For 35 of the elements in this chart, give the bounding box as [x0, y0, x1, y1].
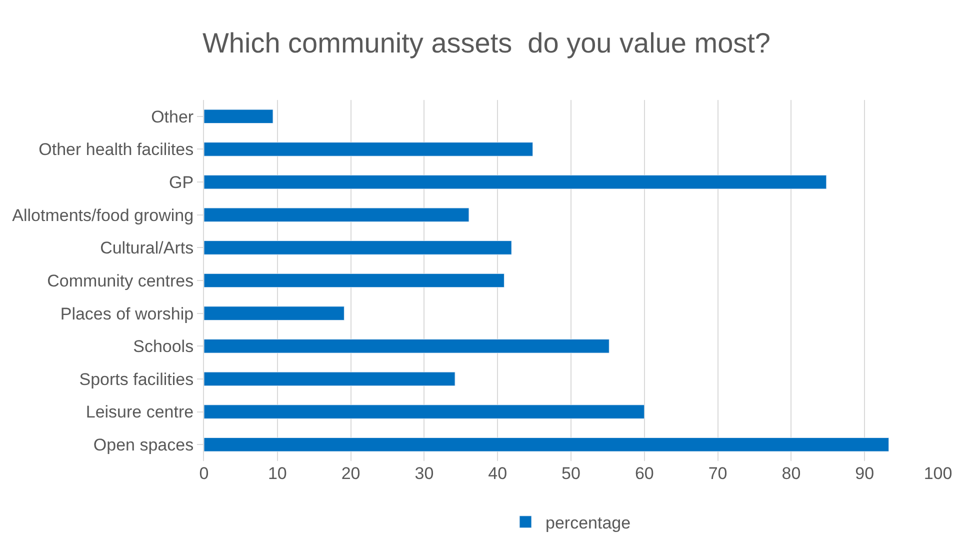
bar [204, 208, 470, 222]
chart-title: Which community assets do you value most? [202, 28, 771, 59]
bar [204, 404, 645, 419]
x-tick-label: 40 [488, 464, 508, 483]
bar [204, 174, 827, 190]
x-tick-label: 30 [414, 464, 434, 483]
y-tick-label: Schools [133, 337, 194, 356]
legend-label: percentage [546, 514, 631, 532]
y-tick-label: GP [169, 173, 194, 192]
y-tick-label: Sports facilities [79, 370, 194, 389]
y-tick-label: Cultural/Arts [100, 238, 194, 258]
bar [204, 437, 890, 452]
bar [204, 338, 610, 354]
bar [204, 372, 456, 386]
x-tick-label: 100 [924, 464, 952, 483]
y-tick-label: Leisure centre [86, 402, 194, 422]
bar [204, 306, 344, 320]
x-tick-label: 60 [634, 464, 654, 483]
y-tick-label: Other health facilites [38, 140, 194, 160]
x-tick-label: 50 [562, 464, 580, 483]
y-tick-label: Other [151, 107, 194, 126]
bar [204, 273, 504, 288]
bar [204, 240, 512, 255]
y-tick-label: Allotments/food growing [12, 206, 194, 225]
x-tick-label: 10 [268, 464, 287, 483]
y-tick-label: Community centres [47, 271, 194, 290]
x-tick-label: 90 [855, 464, 874, 483]
y-tick-label: Open spaces [93, 436, 194, 455]
x-tick-label: 80 [782, 464, 801, 483]
bar [204, 109, 274, 124]
bar [204, 142, 534, 156]
x-tick-label: 20 [341, 464, 360, 483]
x-tick-label: 70 [708, 464, 728, 483]
y-tick-label: Places of worship [60, 304, 194, 324]
x-tick-label: 0 [199, 464, 209, 483]
